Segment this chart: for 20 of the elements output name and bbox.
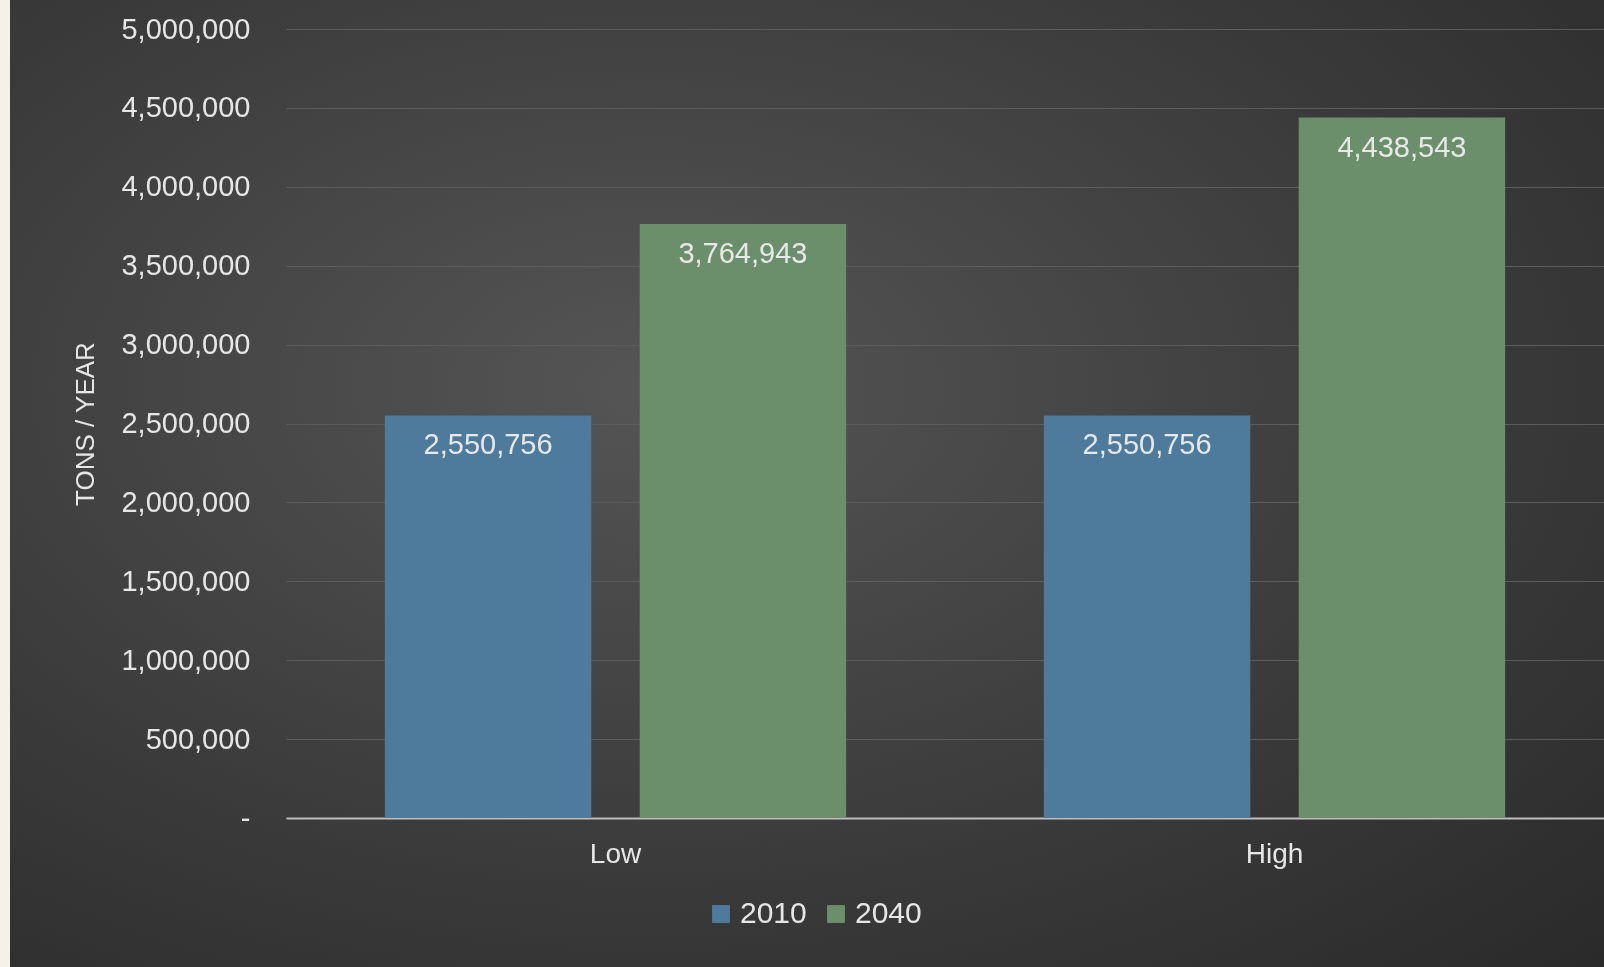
x-tick-label: High: [1245, 837, 1304, 869]
y-tick-label: 4,000,000: [121, 170, 251, 203]
legend-label: 2040: [855, 896, 922, 929]
y-axis-title: TONS / YEAR: [70, 342, 101, 506]
data-label: 3,764,943: [678, 236, 808, 269]
data-label: 2,550,756: [423, 428, 553, 461]
legend-label: 2010: [740, 896, 807, 929]
y-tick-label: 500,000: [145, 722, 251, 755]
y-tick-label: 1,500,000: [121, 564, 251, 597]
y-tick-label: 1,000,000: [121, 643, 251, 676]
y-tick-label: 4,500,000: [121, 91, 251, 124]
y-tick-label: 5,000,000: [121, 12, 251, 45]
y-tick-label: 2,500,000: [121, 407, 251, 439]
y-tick-label: 2,000,000: [121, 485, 251, 518]
x-tick-label: Low: [589, 837, 642, 869]
data-label: 4,438,543: [1337, 130, 1467, 163]
y-tick-label: -: [240, 801, 251, 834]
y-tick-label: 3,500,000: [121, 249, 251, 282]
data-label: 2,550,756: [1082, 428, 1212, 461]
y-tick-label: 3,000,000: [121, 328, 251, 361]
